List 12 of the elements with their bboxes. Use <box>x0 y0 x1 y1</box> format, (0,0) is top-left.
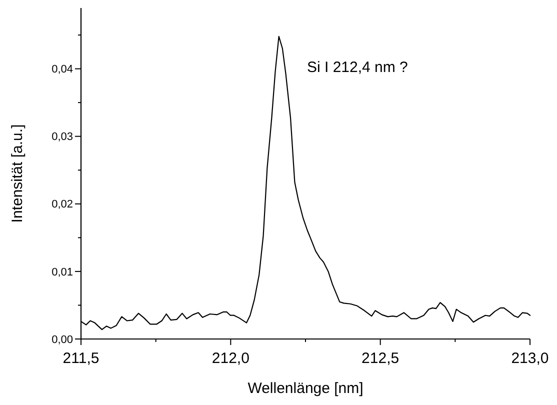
y-tick-label: 0,01 <box>52 266 73 278</box>
x-tick-label: 213,0 <box>511 350 549 367</box>
y-tick-label: 0,03 <box>52 131 73 144</box>
y-axis-title: Intensität [a.u.] <box>9 124 26 223</box>
x-tick-label: 212,0 <box>212 350 250 367</box>
x-tick-label: 211,5 <box>62 350 100 367</box>
y-tick-label: 0,00 <box>52 334 73 346</box>
x-axis-title: Wellenlänge [nm] <box>248 380 364 397</box>
x-tick-label: 212,5 <box>362 350 400 367</box>
y-tick-label: 0,02 <box>52 198 73 211</box>
y-tick-label: 0,04 <box>52 64 73 76</box>
annotation: Si I 212,4 nm ? <box>307 59 408 76</box>
